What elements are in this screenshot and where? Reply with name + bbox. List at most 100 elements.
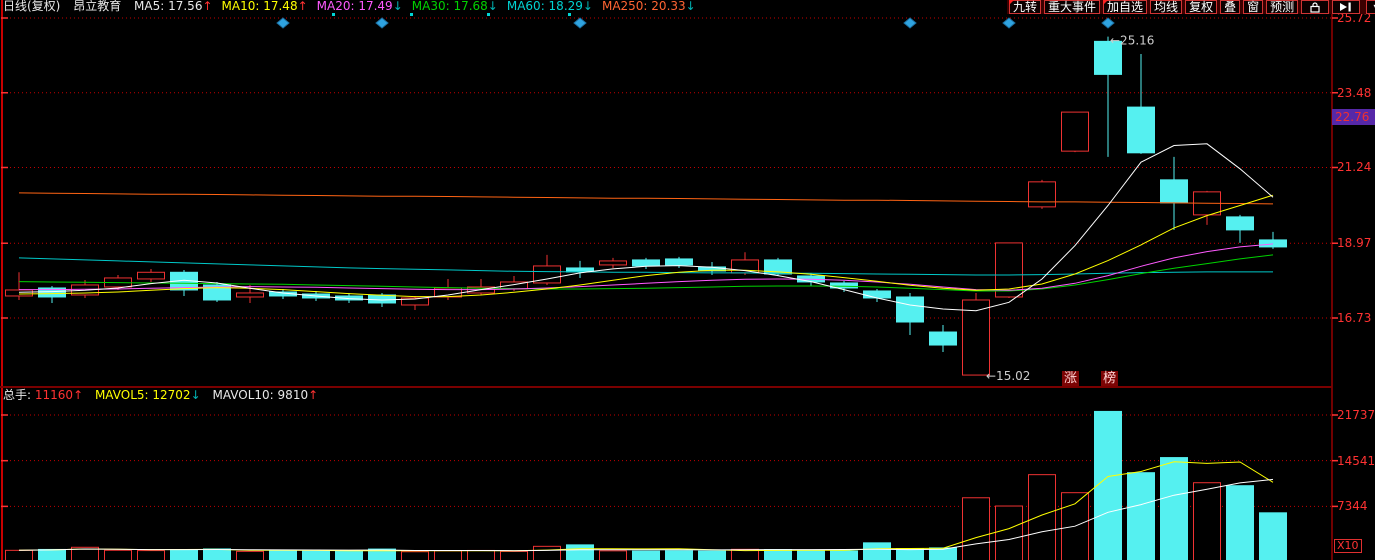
volume-bar [764,549,792,560]
price-highlight-tag: 22.76 [1332,108,1375,125]
volume-bar [1028,474,1056,560]
stock-name: 昂立教育 [73,0,122,13]
toolbar-button[interactable]: 加自选 [1103,0,1148,14]
toolbar-button[interactable]: 复权 [1185,0,1218,14]
volume-bar [71,546,99,560]
volume-bar [1127,472,1155,560]
mavol5-value: 12702 [152,388,191,402]
volume-bar [5,549,33,560]
event-diamond-marker[interactable] [1101,17,1115,29]
corner-flag-icon [1009,0,1014,5]
volume-axis-label: 21737 [1337,408,1375,422]
ma-readout: MA20: 17.49↓ [316,0,403,13]
volume-series [5,410,1287,560]
volume-bar [962,497,990,560]
jump-to-latest-icon [1340,2,1351,12]
ma-readout: MA5: 17.56↑ [134,0,213,13]
mini-marker-dot [332,13,335,16]
volume-bar [236,550,264,560]
candle [1160,156,1188,230]
candle-series [5,36,1287,376]
jump-to-latest-button[interactable] [1332,0,1361,14]
volume-bar [797,550,825,560]
candle [1094,36,1122,157]
volume-bar [401,551,429,560]
low-annotation: ←15.02 [986,369,1030,383]
event-diamond-marker[interactable] [1002,17,1016,29]
volume-bar [137,550,165,560]
rank-tag-char: 榜 [1101,371,1119,386]
down-arrow-icon: ↓ [487,0,498,13]
candle [38,285,66,303]
event-diamond-marker[interactable] [375,17,389,29]
event-diamond-marker[interactable] [573,17,587,29]
ma5-line [18,143,1274,312]
chart-header: 日线(复权) 昂立教育 MA5: 17.56↑ MA10: 17.48↑ MA20:… [3,0,705,14]
volume-bar [170,549,198,560]
candle [467,278,495,295]
volume-bar [665,550,693,560]
toolbar-button[interactable]: 均线 [1150,0,1183,14]
volume-unit-label: X10 [1334,539,1362,553]
volume-bar [533,545,561,560]
volume-bar [896,548,924,560]
up-arrow-icon: ↑ [297,0,308,13]
volume-bar [566,544,594,560]
volume-bar [1094,410,1122,560]
dropdown-caret-button[interactable]: ▼ [1366,0,1375,14]
period-label: 日线(复权) [3,0,61,13]
total-volume-value: 11160 [34,388,74,402]
mavol10-line [18,478,1274,552]
volume-bar [467,549,495,560]
ma20-line [19,243,1274,291]
price-axis-label: 16.73 [1337,310,1372,325]
candle [764,257,792,276]
price-axis-label: 21.24 [1337,160,1372,175]
candle [1028,179,1056,209]
price-axis-label: 18.97 [1337,236,1372,251]
volume-bar [335,550,363,560]
volume-bar [368,548,396,560]
volume-bar [434,550,462,560]
candle [929,325,957,353]
ma-readout: MA250: 20.33↓ [601,0,696,13]
candle [566,260,594,278]
mini-marker-dot [487,13,490,16]
toolbar-button[interactable]: 窗 [1243,0,1264,14]
high-annotation: ←25.16 [1110,34,1154,48]
price-axis-label: 25.72 [1337,11,1372,25]
candle [1127,54,1155,154]
volume-bar [38,548,66,560]
candle [1193,190,1221,225]
volume-axis-label: 7344 [1337,499,1368,514]
toolbar-button[interactable]: 重大事件 [1044,0,1101,14]
mini-marker-dot [410,13,413,16]
volume-header: 总手: 11160↑ MAVOL5: 12702↓ MAVOL10: 9810↑ [3,388,326,402]
mini-marker-dot [568,13,571,16]
ma60-line [18,257,1273,276]
lock-button[interactable] [1301,0,1330,14]
candle [896,292,924,336]
rank-tag[interactable]: 涨 榜 [1062,371,1119,386]
up-arrow-icon: ↑ [308,388,319,402]
volume-bar [1193,482,1221,560]
ma10-line [18,194,1274,298]
toolbar-button[interactable]: 预测 [1266,0,1299,14]
toolbar-button[interactable]: 九转 [1009,0,1042,14]
volume-bar [1259,512,1287,560]
down-arrow-icon: ↓ [685,0,696,13]
toolbar-button[interactable]: 叠 [1220,0,1241,14]
volume-bar [1226,485,1254,560]
event-diamond-marker[interactable] [903,17,917,29]
ma-readout: MA10: 17.48↑ [221,0,308,13]
down-arrow-icon: ↓ [582,0,593,13]
ma-readout: MA30: 17.68↓ [411,0,498,13]
event-diamond-marker[interactable] [276,17,290,29]
volume-bar [995,505,1023,560]
candle [137,268,165,282]
event-markers [276,13,1115,29]
volume-axis-label: 14541 [1337,453,1375,468]
